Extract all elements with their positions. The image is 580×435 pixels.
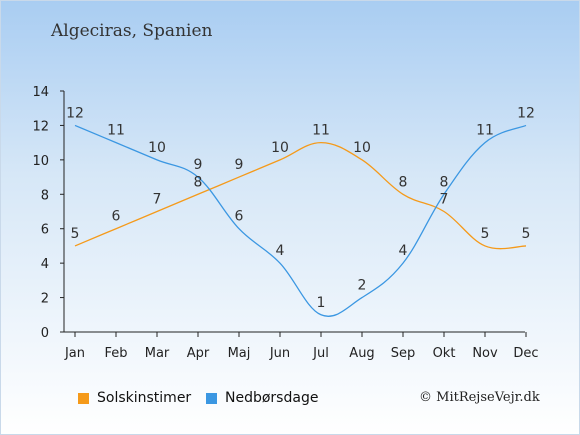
data-label: 11 <box>476 123 494 139</box>
data-label: 5 <box>71 226 80 242</box>
x-tick-label: Apr <box>187 346 210 361</box>
series-layer <box>74 124 527 317</box>
axes <box>63 91 525 333</box>
data-label: 4 <box>399 243 408 259</box>
data-label: 9 <box>194 157 203 173</box>
y-tick-label: 14 <box>32 85 49 100</box>
x-tick-label: Nov <box>472 346 498 361</box>
legend-swatch-sunshine <box>78 392 89 404</box>
y-ticks: 0 2 4 6 8 10 12 14 <box>32 85 64 341</box>
y-tick-label: 6 <box>41 223 49 238</box>
data-label: 7 <box>440 192 449 208</box>
x-tick-label: Mar <box>145 346 170 361</box>
data-label: 11 <box>312 123 330 139</box>
y-tick-label: 4 <box>41 257 49 272</box>
data-label: 9 <box>235 157 244 173</box>
data-label: 6 <box>235 209 244 225</box>
x-tick-label: Okt <box>433 346 456 361</box>
chart-title: Algeciras, Spanien <box>51 21 213 41</box>
legend-item-sunshine: Solskinstimer <box>78 390 191 406</box>
credit-text: © MitRejseVejr.dk <box>419 390 540 405</box>
y-tick-label: 8 <box>41 188 49 203</box>
data-label: 8 <box>399 174 408 190</box>
data-label: 1 <box>317 295 326 311</box>
y-tick-label: 12 <box>32 119 49 134</box>
series-line-1 <box>74 124 527 317</box>
data-label: 4 <box>276 243 285 259</box>
legend-label-rain-days: Nedbørsdage <box>225 390 319 406</box>
data-label: 11 <box>107 123 125 139</box>
y-tick-label: 2 <box>41 292 49 307</box>
y-tick-label: 10 <box>32 154 49 169</box>
x-tick-label: Jun <box>269 346 290 361</box>
data-label: 5 <box>522 226 531 242</box>
data-label: 12 <box>66 105 84 121</box>
data-label: 12 <box>517 105 535 121</box>
legend-label-sunshine: Solskinstimer <box>97 390 192 406</box>
x-tick-label: Jan <box>64 346 85 361</box>
x-ticks: Jan Feb Mar Apr Maj Jun Jul Aug Sep Okt Nov Dec <box>64 332 539 361</box>
data-label: 10 <box>353 140 371 156</box>
y-tick-label: 0 <box>41 326 49 341</box>
x-tick-label: Sep <box>391 346 416 361</box>
data-label: 8 <box>194 174 203 190</box>
data-label: 6 <box>112 209 121 225</box>
data-label: 8 <box>440 174 449 190</box>
data-label: 10 <box>148 140 166 156</box>
x-tick-label: Jul <box>312 346 329 361</box>
legend-swatch-rain-days <box>206 392 217 404</box>
x-tick-label: Aug <box>349 346 374 361</box>
data-label: 7 <box>153 192 162 208</box>
x-tick-label: Feb <box>104 346 127 361</box>
data-label: 2 <box>358 278 367 294</box>
series-line-0 <box>74 141 527 250</box>
data-label: 10 <box>271 140 289 156</box>
legend-item-rain-days: Nedbørsdage <box>206 390 318 406</box>
x-tick-label: Maj <box>228 346 251 361</box>
x-tick-label: Dec <box>513 346 538 361</box>
data-label: 5 <box>481 226 490 242</box>
